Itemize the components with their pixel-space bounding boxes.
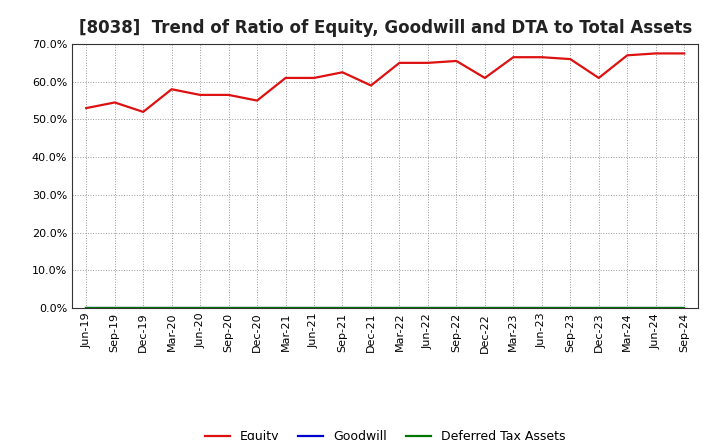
Title: [8038]  Trend of Ratio of Equity, Goodwill and DTA to Total Assets: [8038] Trend of Ratio of Equity, Goodwil… [78, 19, 692, 37]
Equity [566, 56, 575, 62]
Equity [366, 83, 375, 88]
Equity [652, 51, 660, 56]
Equity [196, 92, 204, 98]
Equity [338, 70, 347, 75]
Goodwill [167, 305, 176, 311]
Line: Equity: Equity [86, 53, 684, 112]
Equity [225, 92, 233, 98]
Equity [82, 106, 91, 111]
Goodwill [452, 305, 461, 311]
Deferred Tax Assets [253, 305, 261, 311]
Equity [595, 75, 603, 81]
Equity [310, 75, 318, 81]
Goodwill [652, 305, 660, 311]
Goodwill [480, 305, 489, 311]
Deferred Tax Assets [452, 305, 461, 311]
Equity [452, 59, 461, 64]
Goodwill [566, 305, 575, 311]
Deferred Tax Assets [566, 305, 575, 311]
Goodwill [139, 305, 148, 311]
Deferred Tax Assets [338, 305, 347, 311]
Deferred Tax Assets [366, 305, 375, 311]
Equity [680, 51, 688, 56]
Goodwill [282, 305, 290, 311]
Goodwill [623, 305, 631, 311]
Equity [623, 53, 631, 58]
Legend: Equity, Goodwill, Deferred Tax Assets: Equity, Goodwill, Deferred Tax Assets [200, 425, 570, 440]
Goodwill [395, 305, 404, 311]
Deferred Tax Assets [423, 305, 432, 311]
Equity [110, 100, 119, 105]
Goodwill [310, 305, 318, 311]
Equity [395, 60, 404, 66]
Deferred Tax Assets [509, 305, 518, 311]
Equity [537, 55, 546, 60]
Goodwill [595, 305, 603, 311]
Equity [139, 109, 148, 114]
Equity [167, 87, 176, 92]
Deferred Tax Assets [196, 305, 204, 311]
Goodwill [253, 305, 261, 311]
Deferred Tax Assets [282, 305, 290, 311]
Deferred Tax Assets [652, 305, 660, 311]
Deferred Tax Assets [395, 305, 404, 311]
Deferred Tax Assets [595, 305, 603, 311]
Deferred Tax Assets [680, 305, 688, 311]
Goodwill [225, 305, 233, 311]
Goodwill [423, 305, 432, 311]
Goodwill [110, 305, 119, 311]
Deferred Tax Assets [623, 305, 631, 311]
Deferred Tax Assets [537, 305, 546, 311]
Goodwill [338, 305, 347, 311]
Goodwill [537, 305, 546, 311]
Deferred Tax Assets [139, 305, 148, 311]
Goodwill [196, 305, 204, 311]
Equity [253, 98, 261, 103]
Deferred Tax Assets [110, 305, 119, 311]
Deferred Tax Assets [225, 305, 233, 311]
Deferred Tax Assets [310, 305, 318, 311]
Deferred Tax Assets [82, 305, 91, 311]
Goodwill [366, 305, 375, 311]
Goodwill [509, 305, 518, 311]
Equity [423, 60, 432, 66]
Deferred Tax Assets [167, 305, 176, 311]
Equity [480, 75, 489, 81]
Goodwill [680, 305, 688, 311]
Deferred Tax Assets [480, 305, 489, 311]
Equity [509, 55, 518, 60]
Equity [282, 75, 290, 81]
Goodwill [82, 305, 91, 311]
